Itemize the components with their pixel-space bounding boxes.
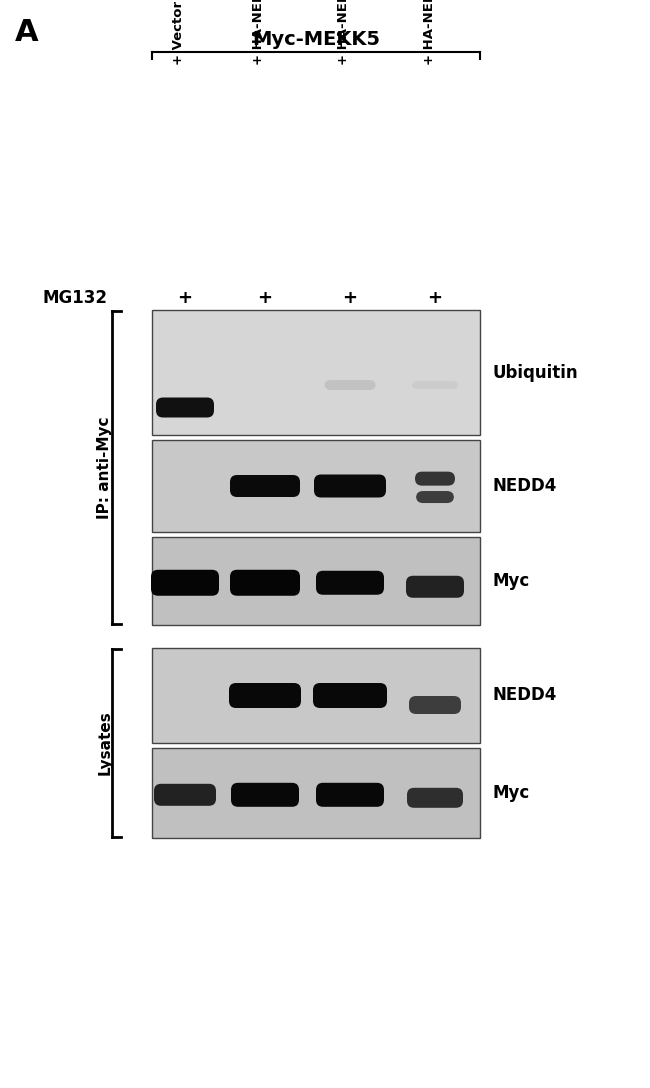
Text: MG132: MG132: [42, 289, 107, 307]
FancyBboxPatch shape: [230, 570, 300, 596]
Text: Myc-MEKK5: Myc-MEKK5: [252, 30, 380, 49]
FancyBboxPatch shape: [406, 576, 464, 597]
Text: +: +: [343, 289, 358, 307]
FancyBboxPatch shape: [313, 683, 387, 708]
Text: A: A: [15, 18, 38, 47]
Bar: [152, 749, 480, 838]
FancyBboxPatch shape: [316, 571, 384, 595]
Text: + Vector: + Vector: [172, 1, 185, 65]
FancyBboxPatch shape: [416, 491, 454, 503]
FancyBboxPatch shape: [314, 474, 386, 497]
FancyBboxPatch shape: [324, 380, 376, 390]
FancyBboxPatch shape: [154, 783, 216, 806]
Text: + HA-NEDD4-LD: + HA-NEDD4-LD: [337, 0, 350, 65]
FancyBboxPatch shape: [409, 696, 461, 714]
Text: +: +: [428, 289, 443, 307]
Text: Myc: Myc: [492, 572, 529, 590]
FancyBboxPatch shape: [229, 683, 301, 708]
FancyBboxPatch shape: [156, 397, 214, 418]
FancyBboxPatch shape: [415, 471, 455, 485]
FancyBboxPatch shape: [151, 570, 219, 596]
Text: +: +: [257, 289, 272, 307]
FancyBboxPatch shape: [411, 381, 459, 390]
FancyBboxPatch shape: [231, 782, 299, 807]
Text: IP: anti-Myc: IP: anti-Myc: [98, 417, 112, 519]
Text: + HA-NEDD4: + HA-NEDD4: [252, 0, 265, 65]
Bar: [152, 537, 480, 625]
FancyBboxPatch shape: [230, 475, 300, 497]
FancyBboxPatch shape: [316, 782, 384, 807]
Text: Lysates: Lysates: [98, 710, 112, 776]
Text: Myc: Myc: [492, 784, 529, 802]
FancyBboxPatch shape: [407, 788, 463, 807]
Text: NEDD4: NEDD4: [492, 477, 556, 495]
Bar: [152, 648, 480, 743]
Text: +: +: [177, 289, 192, 307]
Bar: [152, 440, 480, 532]
Text: NEDD4: NEDD4: [492, 687, 556, 705]
Bar: [152, 310, 480, 435]
Text: Ubiquitin: Ubiquitin: [492, 363, 578, 382]
Text: + HA-NEDD4-△C2: + HA-NEDD4-△C2: [422, 0, 435, 65]
